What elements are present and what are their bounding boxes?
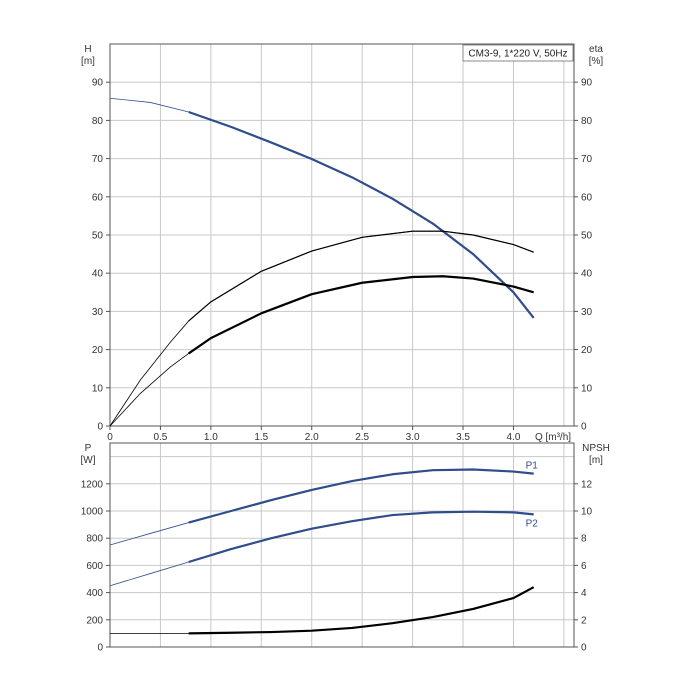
x-tick-label: 4.0 xyxy=(507,432,521,443)
left-tick-label: 400 xyxy=(86,588,103,599)
right-tick-label: 6 xyxy=(581,561,587,572)
right-axis-unit: [%] xyxy=(589,56,604,67)
left-tick-label: 20 xyxy=(92,345,104,356)
right-tick-label: 0 xyxy=(581,643,587,654)
left-axis-unit: [m] xyxy=(81,56,95,67)
right-axis-title: NPSH xyxy=(582,443,610,454)
right-tick-label: 40 xyxy=(581,269,593,280)
x-tick-label: 0 xyxy=(107,432,113,443)
x-tick-label: 3.0 xyxy=(406,432,420,443)
left-tick-label: 800 xyxy=(86,534,103,545)
x-tick-label: 3.5 xyxy=(456,432,470,443)
right-axis-title: eta xyxy=(589,44,603,55)
left-axis-title: P xyxy=(85,443,92,454)
left-tick-label: 70 xyxy=(92,154,104,165)
left-tick-label: 200 xyxy=(86,615,103,626)
power-npsh-panel: 0 200 400 600 800 1000 1200 0 2 4 6 8 10 12 P[W] NPSH[m… xyxy=(81,442,610,654)
right-tick-label: 10 xyxy=(581,507,593,518)
right-axis-unit: [m] xyxy=(589,455,603,466)
left-axis-title: H xyxy=(84,44,91,55)
x-tick-label: 1.5 xyxy=(254,432,268,443)
left-axis-unit: [W] xyxy=(81,455,96,466)
left-tick-label: 40 xyxy=(92,269,104,280)
series-line-eta-pump xyxy=(109,230,534,427)
right-tick-label: 12 xyxy=(581,479,593,490)
head-efficiency-panel: 01020304050607080900102030405060708090H[… xyxy=(81,43,604,443)
right-tick-label: 10 xyxy=(581,383,593,394)
x-tick-label: 2.0 xyxy=(305,432,319,443)
left-tick-label: 80 xyxy=(92,116,104,127)
right-tick-label: 2 xyxy=(581,615,587,626)
right-tick-label: 4 xyxy=(581,588,587,599)
legend-box xyxy=(462,44,574,62)
left-tick-label: 1000 xyxy=(81,507,104,518)
right-tick-label: 30 xyxy=(581,307,593,318)
right-tick-label: 8 xyxy=(581,534,587,545)
left-tick-label: 50 xyxy=(92,231,104,242)
left-tick-label: 0 xyxy=(97,643,103,654)
right-tick-label: 50 xyxy=(581,231,593,242)
x-axis-title: Q [m³/h] xyxy=(535,432,571,443)
x-tick-label: 2.5 xyxy=(355,432,369,443)
series-line-P2 xyxy=(109,511,534,587)
plot-frame xyxy=(109,442,575,648)
series-line-eta-total xyxy=(109,275,534,427)
right-tick-label: 80 xyxy=(581,116,593,127)
right-tick-label: 20 xyxy=(581,345,593,356)
left-tick-label: 90 xyxy=(92,78,104,89)
left-tick-label: 30 xyxy=(92,307,104,318)
series-line-H xyxy=(109,97,534,319)
series-label-P2: P2 xyxy=(526,518,539,529)
right-tick-label: 70 xyxy=(581,154,593,165)
series-duty-eta-total xyxy=(188,275,534,355)
left-tick-label: 0 xyxy=(97,422,103,433)
series-duty-P2 xyxy=(188,510,534,564)
legend-text: CM3-9, 1*220 V, 50Hz xyxy=(468,49,567,60)
x-tick-label: 0.5 xyxy=(153,432,167,443)
left-tick-label: 10 xyxy=(92,383,104,394)
right-tick-label: 0 xyxy=(581,422,587,433)
left-tick-label: 60 xyxy=(92,192,104,203)
x-tick-label: 1.0 xyxy=(204,432,218,443)
left-tick-label: 600 xyxy=(86,561,103,572)
series-duty-P1 xyxy=(188,468,534,524)
series-duty-eta-pump xyxy=(188,230,534,322)
left-tick-label: 1200 xyxy=(81,479,104,490)
series-label-P1: P1 xyxy=(526,461,539,472)
right-tick-label: 60 xyxy=(581,192,593,203)
series-line-P1 xyxy=(109,469,534,546)
series-duty-H xyxy=(188,110,535,319)
series-duty-NPSH xyxy=(188,586,535,635)
right-tick-label: 90 xyxy=(581,78,593,89)
